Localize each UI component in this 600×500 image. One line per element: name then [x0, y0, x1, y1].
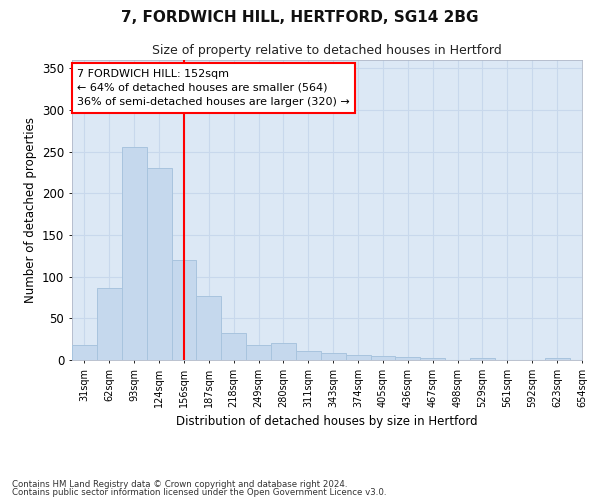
Bar [346, 355, 371, 360]
Text: Contains public sector information licensed under the Open Government Licence v3: Contains public sector information licen… [12, 488, 386, 497]
Y-axis label: Number of detached properties: Number of detached properties [23, 117, 37, 303]
Bar [122, 146, 146, 360]
Bar [196, 296, 221, 360]
Text: 7, FORDWICH HILL, HERTFORD, SG14 2BG: 7, FORDWICH HILL, HERTFORD, SG14 2BG [121, 10, 479, 25]
Bar [221, 334, 246, 360]
Bar [146, 168, 172, 360]
Bar [97, 288, 122, 360]
Bar [172, 260, 196, 360]
Text: 7 FORDWICH HILL: 152sqm
← 64% of detached houses are smaller (564)
36% of semi-d: 7 FORDWICH HILL: 152sqm ← 64% of detache… [77, 69, 350, 107]
Bar [296, 351, 321, 360]
Bar [246, 345, 271, 360]
Title: Size of property relative to detached houses in Hertford: Size of property relative to detached ho… [152, 44, 502, 58]
Bar [395, 356, 420, 360]
Bar [321, 354, 346, 360]
Bar [420, 358, 445, 360]
Text: Contains HM Land Registry data © Crown copyright and database right 2024.: Contains HM Land Registry data © Crown c… [12, 480, 347, 489]
Bar [470, 358, 495, 360]
Bar [72, 345, 97, 360]
Bar [545, 358, 569, 360]
Bar [371, 356, 395, 360]
Bar [271, 344, 296, 360]
X-axis label: Distribution of detached houses by size in Hertford: Distribution of detached houses by size … [176, 416, 478, 428]
